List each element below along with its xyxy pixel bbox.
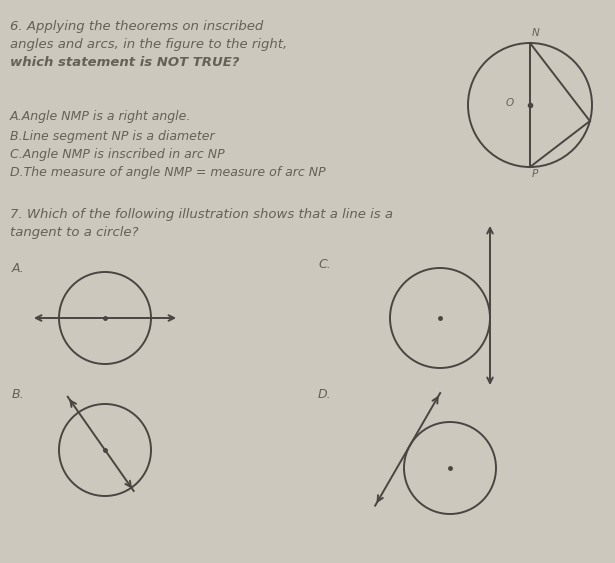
Text: A.: A.	[12, 262, 25, 275]
Text: C.: C.	[318, 258, 331, 271]
Text: B.: B.	[12, 388, 25, 401]
Text: P: P	[532, 169, 538, 179]
Text: B.Line segment NP is a diameter: B.Line segment NP is a diameter	[10, 130, 215, 143]
Text: C.Angle NMP is inscribed in arc NP: C.Angle NMP is inscribed in arc NP	[10, 148, 224, 161]
Text: D.: D.	[318, 388, 331, 401]
Text: D.The measure of angle NMP = measure of arc NP: D.The measure of angle NMP = measure of …	[10, 166, 325, 179]
Text: O: O	[506, 98, 514, 108]
Text: which statement is NOT TRUE?: which statement is NOT TRUE?	[10, 56, 239, 69]
Text: angles and arcs, in the figure to the right,: angles and arcs, in the figure to the ri…	[10, 38, 287, 51]
Text: A.Angle NMP is a right angle.: A.Angle NMP is a right angle.	[10, 110, 191, 123]
Text: tangent to a circle?: tangent to a circle?	[10, 226, 138, 239]
Text: 7. Which of the following illustration shows that a line is a: 7. Which of the following illustration s…	[10, 208, 393, 221]
Text: N: N	[532, 28, 540, 38]
Text: 6. Applying the theorems on inscribed: 6. Applying the theorems on inscribed	[10, 20, 263, 33]
